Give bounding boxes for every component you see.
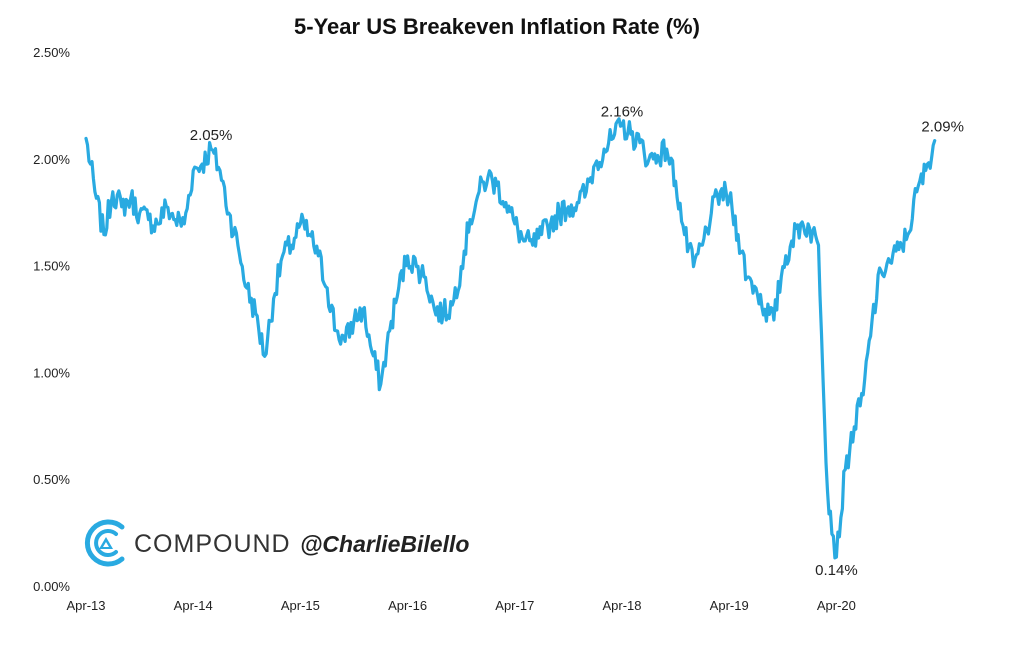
data-label: 0.14% — [815, 562, 858, 579]
x-tick-label: Apr-19 — [710, 598, 749, 613]
y-axis: 0.00% 0.50% 1.00% 1.50% 2.00% 2.50% — [33, 45, 70, 594]
annotation-layer: 2.05% 2.16% 0.14% 2.09% — [190, 104, 964, 579]
y-tick-label: 0.50% — [33, 472, 70, 487]
x-tick-label: Apr-17 — [495, 598, 534, 613]
y-tick-label: 1.50% — [33, 259, 70, 274]
chart-title: 5-Year US Breakeven Inflation Rate (%) — [294, 14, 700, 39]
data-label: 2.16% — [601, 104, 644, 121]
y-tick-label: 0.00% — [33, 579, 70, 594]
x-tick-label: Apr-18 — [602, 598, 641, 613]
y-tick-label: 2.00% — [33, 152, 70, 167]
series-line — [84, 117, 937, 560]
compound-watermark: COMPOUND @CharlieBilello — [84, 519, 469, 567]
y-tick-label: 1.00% — [33, 365, 70, 380]
compound-logo-icon — [84, 519, 125, 567]
y-tick-label: 2.50% — [33, 45, 70, 60]
series-layer — [84, 117, 937, 560]
x-axis: Apr-13 Apr-14 Apr-15 Apr-16 Apr-17 Apr-18 Apr-… — [66, 598, 855, 613]
brand-handle: @CharlieBilello — [300, 531, 469, 557]
x-tick-label: Apr-13 — [66, 598, 105, 613]
brand-name: COMPOUND — [134, 530, 291, 558]
x-tick-label: Apr-15 — [281, 598, 320, 613]
x-tick-label: Apr-16 — [388, 598, 427, 613]
x-tick-label: Apr-14 — [174, 598, 213, 613]
x-tick-label: Apr-20 — [817, 598, 856, 613]
data-label: 2.09% — [921, 119, 964, 136]
data-label: 2.05% — [190, 127, 233, 144]
